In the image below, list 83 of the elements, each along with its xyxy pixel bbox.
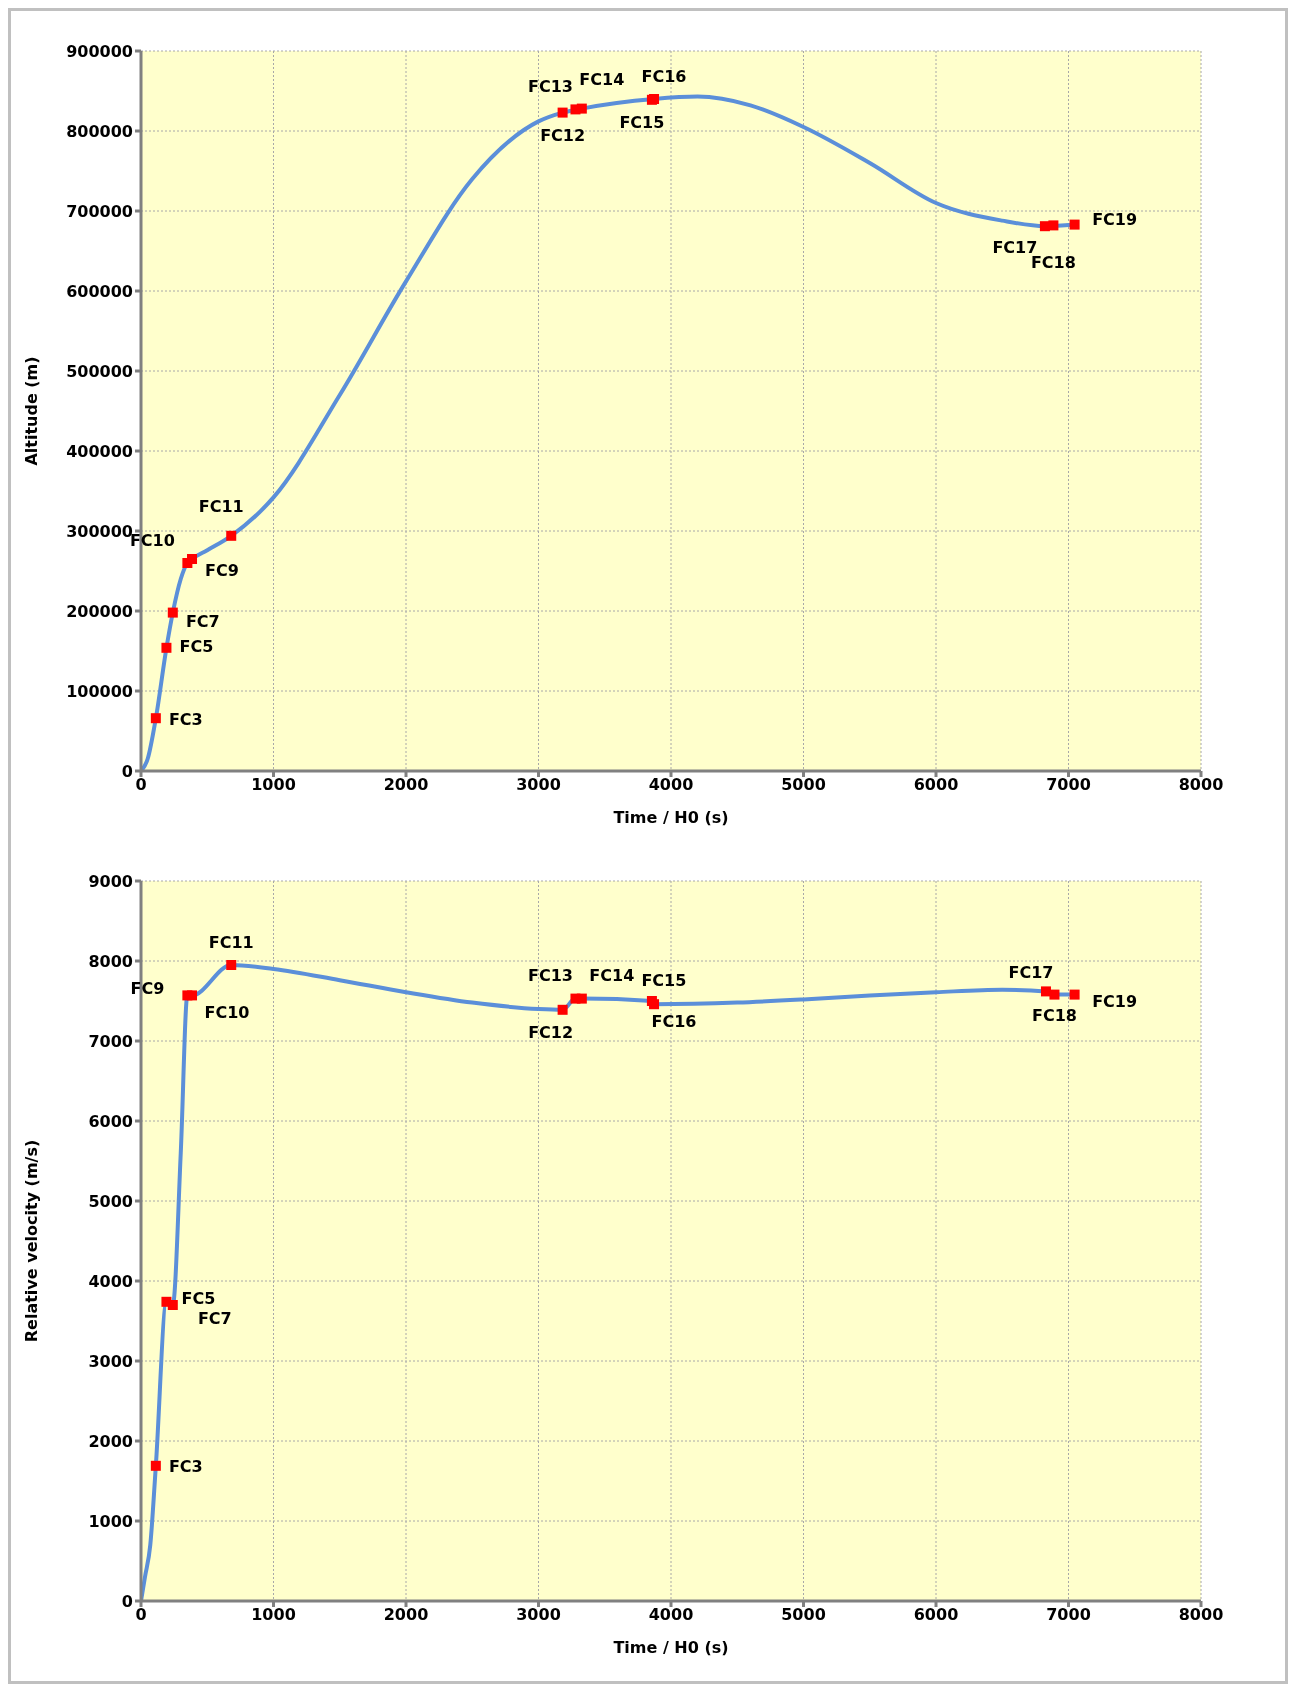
y-tick-label: 500000: [66, 361, 133, 381]
x-tick-label: 0: [135, 775, 147, 795]
x-tick-label: 5000: [781, 775, 826, 795]
y-tick-label: 600000: [66, 281, 133, 301]
x-tick-label: 4000: [648, 775, 694, 795]
point: [1048, 220, 1059, 231]
y-tick-label: 900000: [66, 41, 133, 61]
x-tick-label: 1000: [251, 775, 296, 795]
y-tick-label: 200000: [66, 601, 133, 621]
x-tick-label: 5000: [781, 1605, 826, 1625]
y-tick-label: 700000: [66, 201, 133, 221]
data-label: FC18: [1031, 1006, 1077, 1026]
point: [557, 1004, 568, 1015]
data-label: FC5: [181, 1289, 216, 1309]
data-label: FC11: [198, 497, 244, 517]
x-tick-label: 2000: [383, 775, 429, 795]
x-tick-label: 8000: [1178, 775, 1224, 795]
data-label: FC11: [208, 932, 254, 952]
data-label: FC16: [651, 1011, 697, 1031]
y-tick-label: 1000: [88, 1511, 133, 1531]
data-label: FC19: [1092, 210, 1138, 230]
y-axis-title: Relative velocity (m/s): [21, 1139, 41, 1343]
x-tick-label: 6000: [913, 775, 959, 795]
x-tick-label: 7000: [1046, 775, 1091, 795]
y-tick-label: 0: [121, 1591, 133, 1611]
y-tick-label: 800000: [66, 121, 133, 141]
x-tick-label: 7000: [1046, 1605, 1091, 1625]
point: [150, 1460, 161, 1471]
x-tick-label: 6000: [913, 1605, 959, 1625]
data-label: FC16: [641, 66, 687, 86]
x-axis-title: Time / H0 (s): [613, 808, 729, 827]
data-label: FC3: [168, 1457, 203, 1477]
point: [649, 999, 660, 1010]
x-tick-label: 3000: [516, 775, 561, 795]
data-label: FC19: [1092, 992, 1138, 1012]
data-label: FC9: [205, 560, 239, 580]
x-tick-label: 3000: [516, 1605, 561, 1625]
point: [576, 993, 587, 1004]
point: [187, 990, 198, 1001]
point: [161, 642, 172, 653]
y-tick-label: 6000: [88, 1111, 133, 1131]
point: [576, 103, 587, 114]
x-axis-title: Time / H0 (s): [613, 1638, 729, 1657]
x-tick-label: 2000: [383, 1605, 429, 1625]
y-tick-label: 5000: [88, 1191, 133, 1211]
y-tick-label: 9000: [88, 871, 133, 891]
data-label: FC3: [168, 709, 203, 729]
data-label: FC7: [185, 612, 220, 632]
data-label: FC10: [204, 1002, 250, 1022]
y-tick-label: 4000: [88, 1271, 133, 1291]
data-label: FC15: [619, 113, 665, 133]
point: [150, 713, 161, 724]
y-tick-label: 8000: [88, 951, 133, 971]
point: [1069, 219, 1080, 230]
data-label: FC9: [130, 978, 165, 998]
y-tick-label: 3000: [88, 1351, 133, 1371]
y-tick-label: 7000: [88, 1031, 133, 1051]
point: [167, 1300, 178, 1310]
y-tick-label: 100000: [66, 681, 133, 701]
y-tick-label: 0: [121, 761, 133, 781]
x-tick-label: 0: [135, 1605, 147, 1625]
data-label: FC15: [641, 970, 687, 990]
data-label: FC14: [589, 966, 635, 986]
x-tick-label: 8000: [1178, 1605, 1224, 1625]
y-tick-label: 400000: [66, 441, 133, 461]
x-tick-label: 4000: [648, 1605, 694, 1625]
data-label: FC12: [528, 1023, 574, 1043]
data-label: FC12: [540, 126, 586, 146]
point: [226, 960, 237, 970]
point: [167, 607, 178, 618]
point: [557, 107, 568, 118]
data-label: FC13: [528, 966, 573, 986]
point: [1049, 989, 1060, 1000]
data-label: FC7: [197, 1308, 232, 1328]
y-axis-title: Altitude (m): [21, 356, 41, 466]
data-label: FC13: [528, 76, 573, 96]
point: [1069, 989, 1080, 1000]
data-label: FC14: [579, 70, 625, 90]
x-tick-label: 1000: [251, 1605, 296, 1625]
point: [226, 530, 237, 541]
data-label: FC5: [179, 637, 214, 657]
y-tick-label: 2000: [88, 1431, 133, 1451]
data-label: FC17: [1008, 962, 1054, 982]
